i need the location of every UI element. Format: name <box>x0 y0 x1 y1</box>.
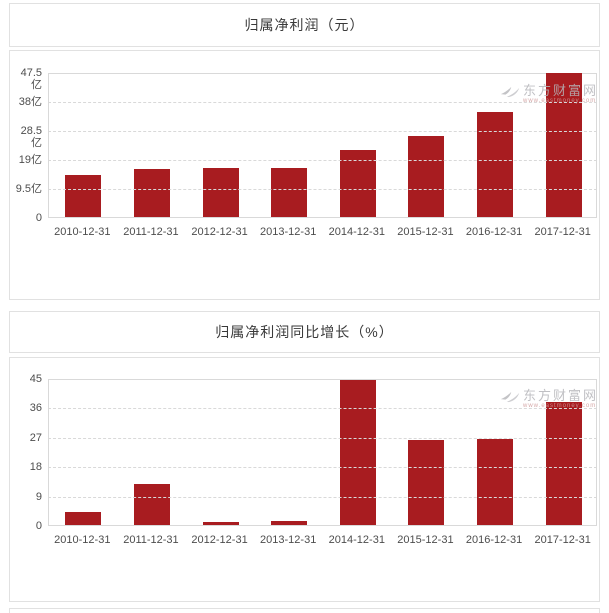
bar-2013-12-31 <box>271 168 307 217</box>
x-axis-tick-label: 2016-12-31 <box>465 534 523 546</box>
profit-growth-chart-title-box: 归属净利润同比增长（%） <box>9 311 600 353</box>
x-axis-tick-label: 2013-12-31 <box>260 226 317 238</box>
y-axis-tick-label: 27 <box>29 431 42 444</box>
x-axis-tick-label: 2014-12-31 <box>328 226 385 238</box>
bar-2012-12-31 <box>203 522 239 525</box>
y-axis-tick-label: 47.5亿 <box>20 67 42 91</box>
x-axis-tick-label: 2010-12-31 <box>54 534 111 546</box>
y-axis-tick-label: 36 <box>29 402 42 415</box>
y-axis-tick-label: 9 <box>35 490 42 503</box>
x-axis-tick-label: 2017-12-31 <box>534 226 591 238</box>
bar-2011-12-31 <box>134 169 170 217</box>
x-axis-tick-label: 2011-12-31 <box>123 226 179 238</box>
bar-2015-12-31 <box>408 136 444 217</box>
next-panel-top-edge <box>9 608 600 613</box>
bar-2012-12-31 <box>203 168 239 217</box>
gridline <box>48 467 597 469</box>
bar-2010-12-31 <box>65 175 101 217</box>
bar-2017-12-31 <box>546 402 582 525</box>
x-axis-tick-label: 2017-12-31 <box>534 534 591 546</box>
net-profit-chart-title: 归属净利润（元） <box>244 17 365 33</box>
gridline <box>48 437 597 439</box>
bar-2016-12-31 <box>477 112 513 217</box>
bar-2015-12-31 <box>408 440 444 525</box>
gridline <box>48 102 597 103</box>
x-axis-tick-label: 2012-12-31 <box>191 226 248 238</box>
x-axis-tick-label: 2015-12-31 <box>397 226 454 238</box>
x-axis-tick-label: 2013-12-31 <box>260 534 317 546</box>
y-axis-tick-label: 0 <box>35 520 42 532</box>
gridline <box>48 408 597 410</box>
y-axis-tick-label: 28.5亿 <box>20 125 42 149</box>
bar-2016-12-31 <box>477 439 513 525</box>
net-profit-chart-title-box: 归属净利润（元） <box>9 3 600 47</box>
y-axis-tick-label: 18 <box>29 461 42 474</box>
gridline <box>48 131 597 132</box>
plot-area <box>48 73 597 218</box>
bar-2017-12-31 <box>546 73 582 217</box>
gridline <box>48 160 597 161</box>
x-axis-tick-label: 2014-12-31 <box>328 534 385 546</box>
y-axis-tick-label: 45 <box>29 373 42 385</box>
bar-2013-12-31 <box>271 521 307 525</box>
x-axis-tick-label: 2010-12-31 <box>54 226 111 238</box>
x-axis-tick-label: 2015-12-31 <box>397 534 454 546</box>
bar-2011-12-31 <box>134 484 170 525</box>
gridline <box>48 189 597 190</box>
y-axis-tick-label: 9.5亿 <box>15 183 42 195</box>
profit-growth-chart-title: 归属净利润同比增长（%） <box>215 324 394 340</box>
bar-2014-12-31 <box>340 380 376 525</box>
x-axis-tick-label: 2011-12-31 <box>123 534 179 546</box>
y-axis-tick-label: 0 <box>35 212 42 224</box>
profit-growth-chart-area: 0 9 18 27 36 45 2010-12-31 2011-12-31 2012-12-31… <box>9 357 600 602</box>
gridline <box>48 496 597 498</box>
y-axis-tick-label: 38亿 <box>18 96 42 108</box>
x-axis-tick-label: 2016-12-31 <box>465 226 523 238</box>
y-axis-tick-label: 19亿 <box>18 154 42 166</box>
x-axis-tick-label: 2012-12-31 <box>191 534 248 546</box>
plot-area <box>48 379 597 526</box>
bar-2010-12-31 <box>65 512 101 525</box>
net-profit-chart-area: 0 9.5亿 19亿 28.5亿 38亿 47.5亿 2010-12-31 2011-12-3… <box>9 50 600 300</box>
bar-2014-12-31 <box>340 150 376 217</box>
